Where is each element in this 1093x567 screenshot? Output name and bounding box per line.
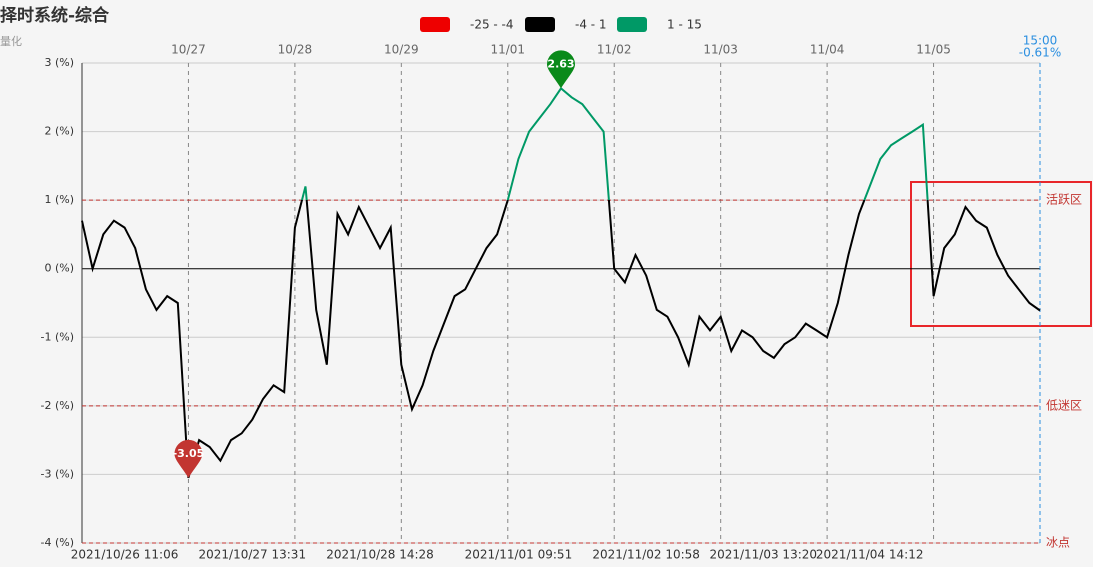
pin-label: 2.63 — [547, 57, 574, 70]
x-tick-label: 2021/11/04 14:12 — [816, 548, 924, 562]
x-tick-label: 2021/10/26 11:06 — [71, 548, 179, 562]
y-tick-label: 0 (%) — [44, 262, 74, 275]
top-tick-label: 11/01 — [490, 43, 525, 57]
mark-line-label: 低迷区 — [1046, 398, 1082, 412]
y-tick-label: -1 (%) — [41, 330, 75, 343]
legend-swatch — [617, 17, 647, 32]
top-tick-label: 10/29 — [384, 43, 419, 57]
top-tick-label: 11/03 — [703, 43, 738, 57]
legend-label: -4 - 1 — [575, 18, 607, 32]
pin-label: -3.05 — [173, 447, 205, 460]
top-tick-label: 10/28 — [278, 43, 313, 57]
line-series — [81, 86, 1041, 479]
end-time: 15:00 — [1023, 34, 1058, 48]
chart-title: 择时系统-综合 — [0, 5, 110, 26]
top-tick-label: 11/04 — [810, 43, 845, 57]
top-tick-label: 11/02 — [597, 43, 632, 57]
y-tick-label: -2 (%) — [41, 399, 75, 412]
x-tick-label: 2021/10/27 13:31 — [199, 548, 307, 562]
x-tick-label: 2021/10/28 14:28 — [326, 548, 434, 562]
x-tick-label: 2021/11/03 13:20 — [709, 548, 817, 562]
legend-label: -25 - -4 — [470, 18, 514, 32]
top-tick-label: 11/05 — [916, 43, 951, 57]
top-tick-label: 10/27 — [171, 43, 206, 57]
y-tick-label: 2 (%) — [44, 125, 74, 138]
highlight-box — [910, 181, 1092, 327]
legend-swatch — [420, 17, 450, 32]
pin — [547, 50, 575, 89]
legend-label: 1 - 15 — [667, 18, 702, 32]
pin — [174, 439, 203, 478]
y-tick-label: -3 (%) — [41, 467, 75, 480]
y-tick-label: 3 (%) — [44, 56, 74, 69]
legend-swatch — [525, 17, 555, 32]
x-tick-label: 2021/11/02 10:58 — [592, 548, 700, 562]
end-value: -0.61% — [1019, 46, 1061, 60]
mark-line-label: 冰点 — [1046, 536, 1070, 550]
x-tick-label: 2021/11/01 09:51 — [465, 548, 573, 562]
chart-subtitle: 量化 — [0, 34, 22, 48]
y-tick-label: 1 (%) — [44, 193, 74, 206]
mark-line-label: 活跃区 — [1046, 193, 1082, 207]
y-tick-label: -4 (%) — [41, 536, 75, 549]
